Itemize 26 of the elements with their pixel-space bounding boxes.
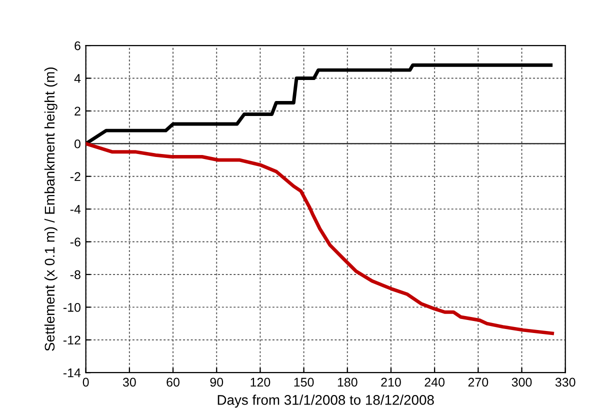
x-tick-label: 150 [294, 378, 314, 387]
x-tick-label: 90 [210, 378, 224, 387]
x-tick-label: 240 [424, 378, 445, 387]
x-tick-label: 270 [468, 378, 488, 387]
x-tick-label: 120 [250, 378, 270, 387]
x-tick-label: 210 [381, 378, 401, 387]
x-tick-label: 300 [512, 378, 532, 387]
x-tick-label: 0 [82, 378, 89, 387]
y-tick-label: -8 [70, 270, 80, 280]
y-tick-label: 6 [74, 41, 80, 50]
y-tick-label: 4 [74, 74, 81, 83]
y-tick-label: -12 [63, 336, 80, 344]
y-tick-label: -4 [70, 205, 81, 214]
y-tick-label: -14 [63, 368, 81, 378]
x-tick-label: 330 [555, 378, 576, 387]
x-tick-label: 180 [338, 378, 358, 387]
x-axis-title: Days from 31/1/2008 to 18/12/2008 [218, 394, 434, 408]
y-tick-label: 0 [74, 139, 80, 148]
y-tick-label: -10 [63, 302, 80, 312]
y-tick-label: 2 [74, 106, 80, 116]
x-tick-label: 30 [122, 378, 136, 387]
y-tick-label: -6 [70, 238, 80, 246]
y-tick-label: -2 [70, 172, 80, 181]
line-series [86, 142, 554, 336]
x-tick-label: 60 [166, 378, 180, 387]
y-axis-title: Settlement (x 0.1 m) / Embankment height (m) [44, 68, 58, 351]
